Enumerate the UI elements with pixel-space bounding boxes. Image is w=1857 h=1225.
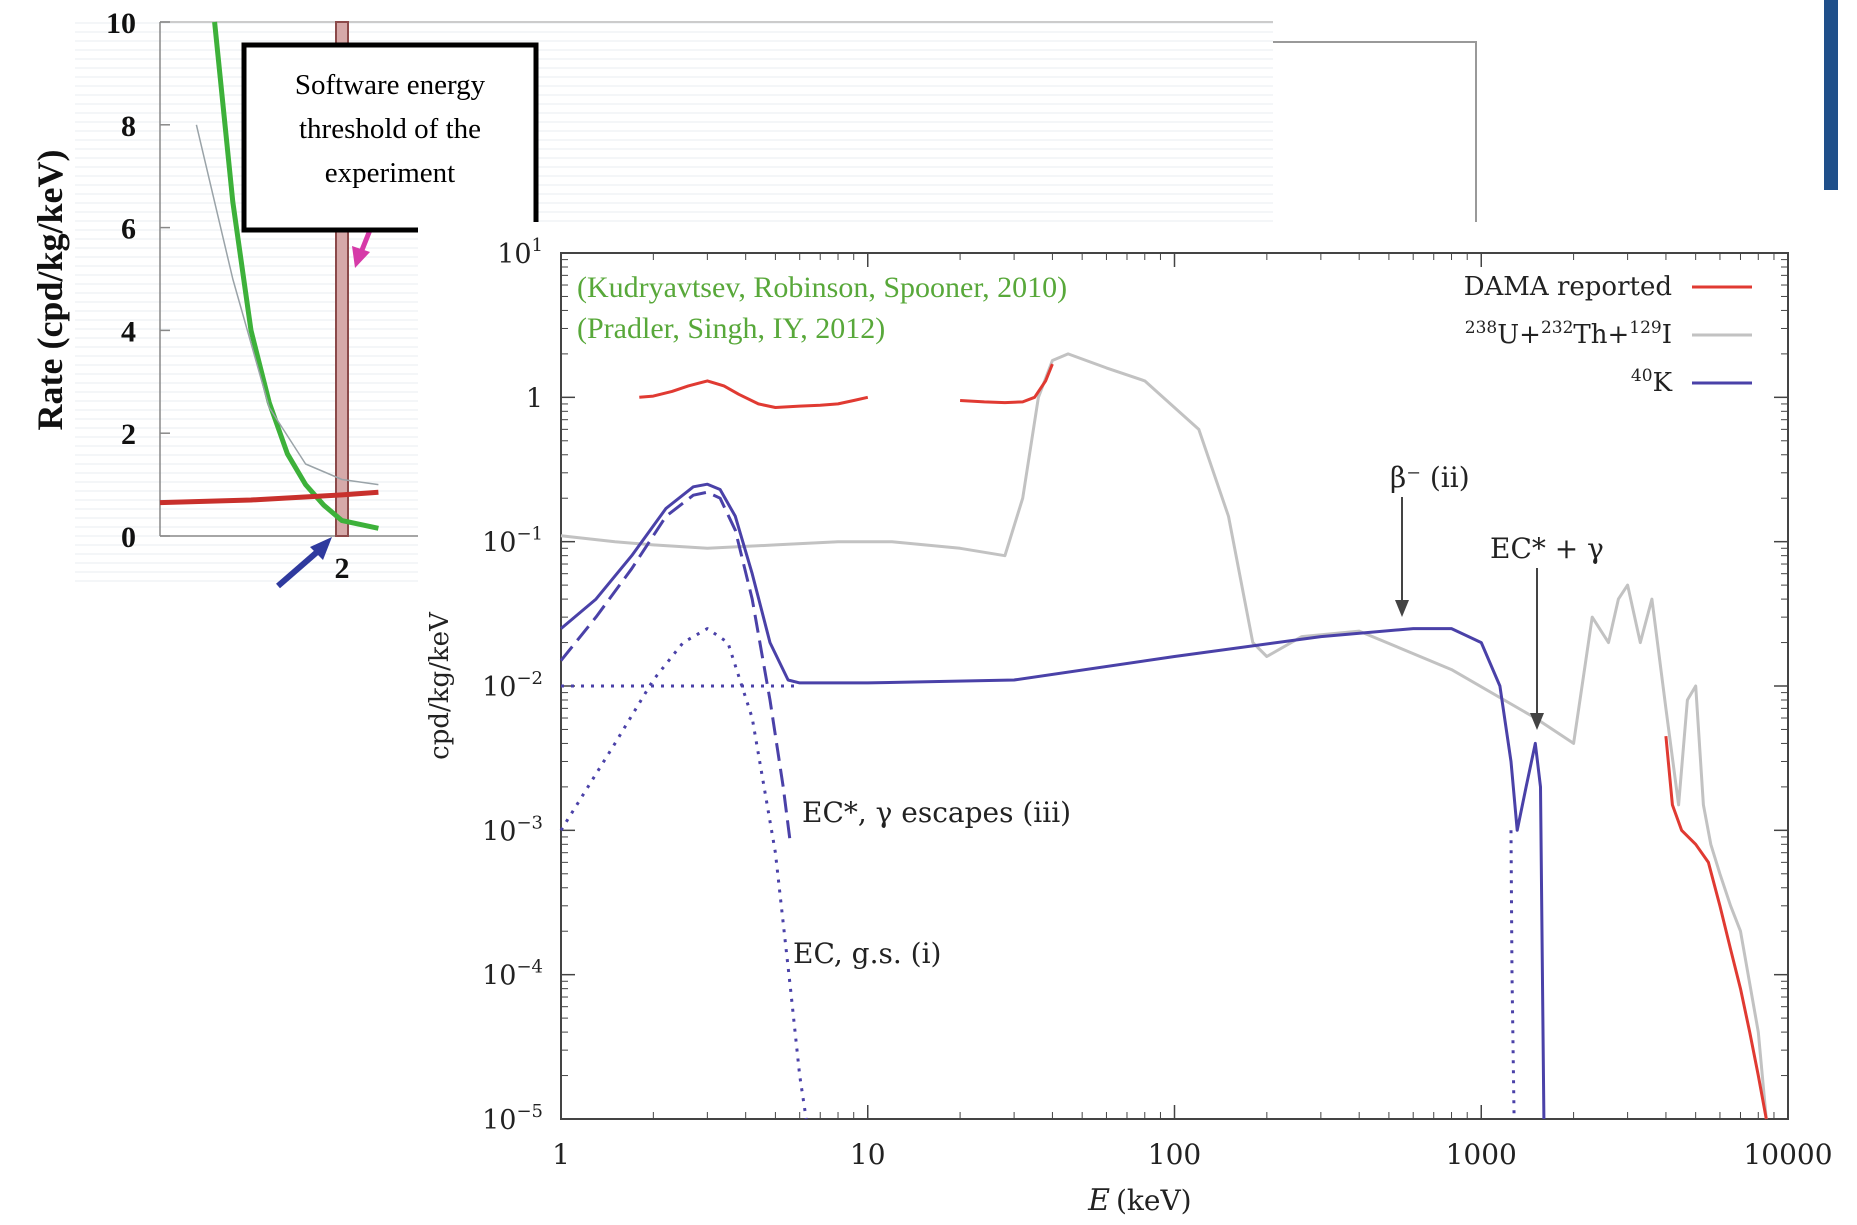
legend: DAMA reported 238U+232Th+129I 40K <box>1464 272 1752 398</box>
background-y-tick-label: 8 <box>121 110 136 143</box>
front-x-axis-label-italic: E <box>1087 1183 1110 1218</box>
x-tick-label: 10000 <box>1743 1138 1832 1171</box>
series-line-238u-232th-129i <box>560 352 1768 1120</box>
annotation-beta-arrowhead <box>1395 600 1409 617</box>
y-tick-label: 101 <box>497 235 543 270</box>
threshold-annotation-line-1: Software energy <box>295 69 486 101</box>
series-line-dama-reported-segment-1 <box>960 363 1054 405</box>
series-line-k40-component-4 <box>559 627 808 1120</box>
annotation-ec-gs: EC, g.s. (i) <box>793 937 941 970</box>
series-line-k40-component-6 <box>1509 830 1516 1120</box>
y-tick-label: 10−4 <box>482 957 543 992</box>
blue-arrow-head <box>310 537 332 560</box>
annotation-ec-gamma: EC* + γ <box>1490 532 1604 565</box>
background-y-tick-label: 4 <box>121 315 136 348</box>
y-tick-label: 10−2 <box>482 668 543 703</box>
background-y-axis-label: Rate (cpd/kg/keV) <box>30 150 70 431</box>
front-x-axis-label-unit: (keV) <box>1116 1184 1192 1217</box>
legend-label-k40: 40K <box>1631 366 1673 398</box>
annotation-ec-escapes: EC*, γ escapes (iii) <box>802 796 1071 829</box>
threshold-annotation-box <box>241 42 539 233</box>
y-tick-label: 1 <box>526 383 543 414</box>
front-y-axis-label: cpd/kg/keV <box>425 611 455 760</box>
y-tick-label: 10−3 <box>482 812 543 847</box>
citation-2: (Pradler, Singh, IY, 2012) <box>577 312 885 345</box>
background-series-line-2 <box>195 124 379 486</box>
annotation-beta-minus: β⁻ (ii) <box>1390 461 1470 494</box>
legend-label-dama: DAMA reported <box>1464 272 1672 302</box>
background-y-tick-label: 2 <box>121 418 136 451</box>
background-x-tick-label: 2 <box>335 552 350 585</box>
x-tick-label: 1000 <box>1446 1138 1517 1171</box>
x-tick-label: 10 <box>850 1138 886 1171</box>
annotation-ec-gamma-arrowhead <box>1530 713 1544 730</box>
y-tick-label: 10−5 <box>482 1101 543 1136</box>
x-tick-label: 100 <box>1148 1138 1201 1171</box>
citation-1: (Kudryavtsev, Robinson, Spooner, 2010) <box>577 271 1067 304</box>
right-edge-blue-bar <box>1824 0 1838 190</box>
series-line-40k <box>560 482 1546 1120</box>
series-line-dama-reported-segment-2 <box>1664 735 1768 1120</box>
background-series-line-1 <box>159 489 379 506</box>
front-chart-background <box>418 222 1857 1225</box>
background-y-tick-label: 6 <box>121 213 136 246</box>
background-y-tick-label: 0 <box>121 521 136 554</box>
x-tick-label: 1 <box>552 1138 570 1171</box>
series-line-k40-component-3 <box>559 490 792 845</box>
series-line-dama-reported-segment-0 <box>639 379 869 409</box>
background-chart-frame <box>1273 41 1477 222</box>
legend-label-uthi: 238U+232Th+129I <box>1465 318 1672 350</box>
background-series-line-0 <box>212 21 379 531</box>
background-y-tick-label: 10 <box>106 7 136 40</box>
y-tick-label: 10−1 <box>482 524 543 559</box>
threshold-annotation-line-3: experiment <box>325 157 455 189</box>
magenta-arrow-head <box>352 246 370 268</box>
threshold-annotation-line-2: threshold of the <box>299 113 481 145</box>
front-energy-spectrum-chart: 1 10 100 1000 1000010−510−410−310−210−11101 … <box>418 222 1857 1225</box>
